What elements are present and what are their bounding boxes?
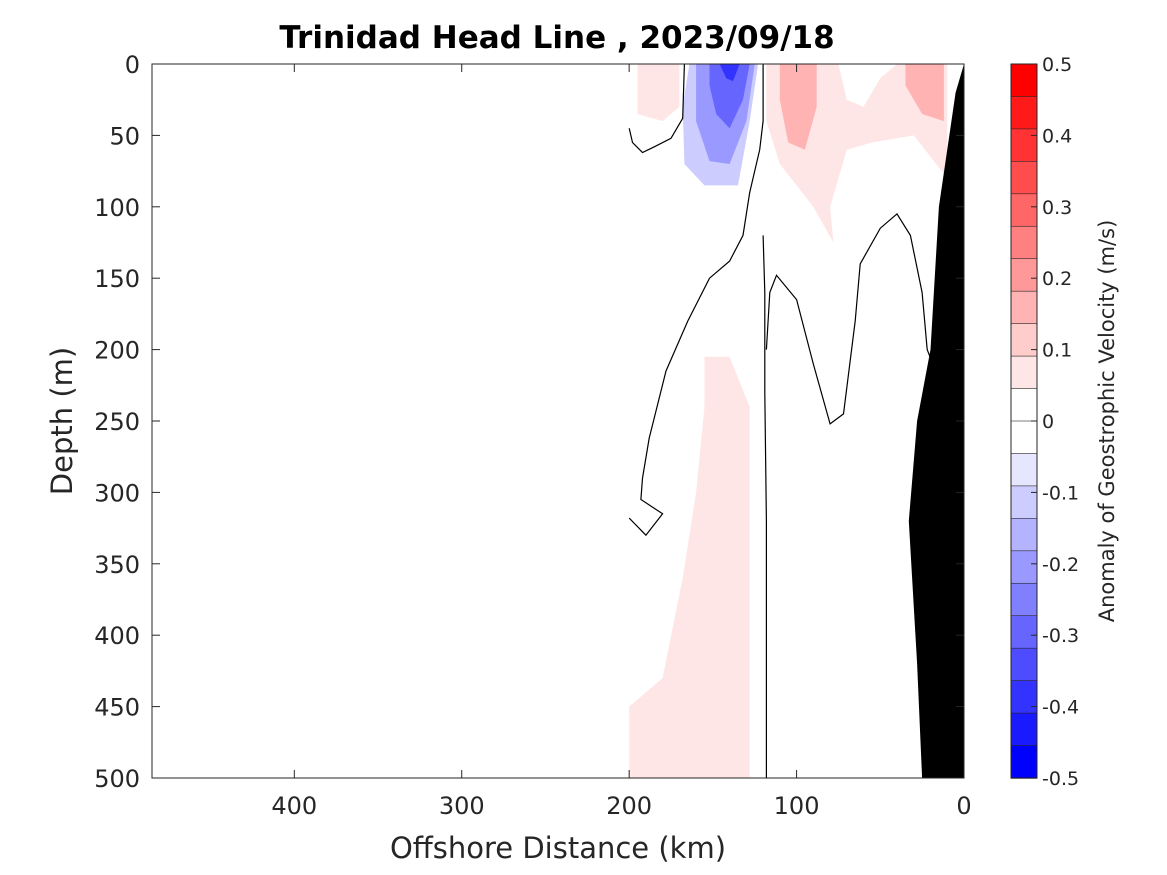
plot-frame <box>151 63 965 779</box>
colorbar: 0.5 0.4 0.3 0.2 0.1 0 -0.1 -0.2 -0.3 -0.4 -0.5 <box>1010 54 1079 790</box>
x-tick-label: 0 <box>956 792 971 820</box>
y-tick-label: 200 <box>94 337 140 365</box>
velocity-region-negative-12 <box>779 506 854 778</box>
colorbar-swatch <box>1010 485 1038 520</box>
bathymetry-polygon <box>908 64 964 778</box>
velocity-region-positive-11 <box>721 756 738 778</box>
colorbar-tick-label: -0.2 <box>1042 554 1079 576</box>
colorbar-tick-label: -0.3 <box>1042 625 1079 647</box>
velocity-region-positive-9 <box>905 64 944 122</box>
colorbar-swatch <box>1010 290 1038 325</box>
y-axis-label: Depth (m) <box>45 347 79 495</box>
colorbar-tick-label: -0.1 <box>1042 482 1079 504</box>
zero-contours <box>628 63 938 778</box>
colorbar-swatch <box>1010 96 1038 130</box>
colorbar-swatch <box>1010 388 1038 422</box>
colorbar-swatch <box>1010 582 1038 617</box>
y-tick-label: 500 <box>94 765 140 793</box>
colorbar-tick-label: 0.2 <box>1042 268 1072 290</box>
colorbar-swatch <box>1010 615 1038 649</box>
chart-title: Trinidad Head Line , 2023/09/18 <box>279 20 834 56</box>
zero-contour-line-3 <box>765 212 938 425</box>
colorbar-swatch <box>1010 712 1038 747</box>
velocity-region-negative-5 <box>719 64 740 82</box>
plot-area <box>151 63 965 779</box>
colorbar-swatch <box>1010 550 1038 584</box>
y-tick-label: 150 <box>94 265 140 293</box>
colorbar-swatch <box>1010 128 1038 163</box>
zero-contour-line-0 <box>628 63 685 154</box>
y-tick-label: 50 <box>109 122 140 150</box>
velocity-region-positive-10 <box>629 356 750 778</box>
colorbar-swatch <box>1010 420 1038 455</box>
colorbar-swatch <box>1010 63 1038 98</box>
colorbar-label: Anomaly of Geostrophic Velocity (m/s) <box>1095 220 1119 623</box>
y-tick-labels: 0 50 100 150 200 250 300 350 400 450 500 <box>94 51 140 793</box>
axis-ticks <box>152 63 965 779</box>
velocity-fills <box>629 64 948 778</box>
y-tick-label: 0 <box>125 51 140 79</box>
colorbar-swatch <box>1010 323 1038 357</box>
colorbar-swatch <box>1010 258 1038 292</box>
colorbar-tick-label: 0.5 <box>1042 54 1072 76</box>
y-tick-label: 300 <box>94 479 140 507</box>
y-tick-label: 250 <box>94 408 140 436</box>
colorbar-tick-label: -0.4 <box>1042 697 1079 719</box>
colorbar-swatch <box>1010 680 1038 714</box>
velocity-region-positive-8 <box>779 64 817 150</box>
velocity-region-positive-6 <box>637 64 680 122</box>
bathymetry-mask <box>908 64 964 778</box>
colorbar-swatch <box>1010 647 1038 682</box>
colorbar-swatch <box>1010 518 1038 552</box>
x-tick-label: 100 <box>774 792 820 820</box>
x-tick-label: 200 <box>606 792 652 820</box>
x-tick-label: 400 <box>271 792 317 820</box>
x-axis-label: Offshore Distance (km) <box>390 831 726 865</box>
colorbar-tick-label: 0.3 <box>1042 197 1072 219</box>
velocity-region-negative-4 <box>709 64 750 129</box>
colorbar-swatch <box>1010 225 1038 260</box>
colorbar-tick-label: 0.1 <box>1042 340 1072 362</box>
zero-contour-line-1 <box>628 64 764 537</box>
x-tick-labels: 400 300 200 100 0 <box>271 792 971 820</box>
y-tick-label: 400 <box>94 622 140 650</box>
x-tick-label: 300 <box>439 792 485 820</box>
colorbar-tick-label: 0 <box>1042 411 1054 433</box>
colorbar-swatch <box>1010 193 1038 227</box>
colorbar-tick-label: -0.5 <box>1042 768 1079 790</box>
colorbar-swatch <box>1010 453 1038 487</box>
colorbar-swatch <box>1010 355 1038 390</box>
colorbar-tick-label: 0.4 <box>1042 125 1072 147</box>
y-tick-label: 100 <box>94 194 140 222</box>
y-tick-label: 350 <box>94 551 140 579</box>
colorbar-swatch <box>1010 745 1038 779</box>
zero-contour-line-2 <box>762 235 768 778</box>
y-tick-label: 450 <box>94 694 140 722</box>
colorbar-swatch <box>1010 161 1038 195</box>
